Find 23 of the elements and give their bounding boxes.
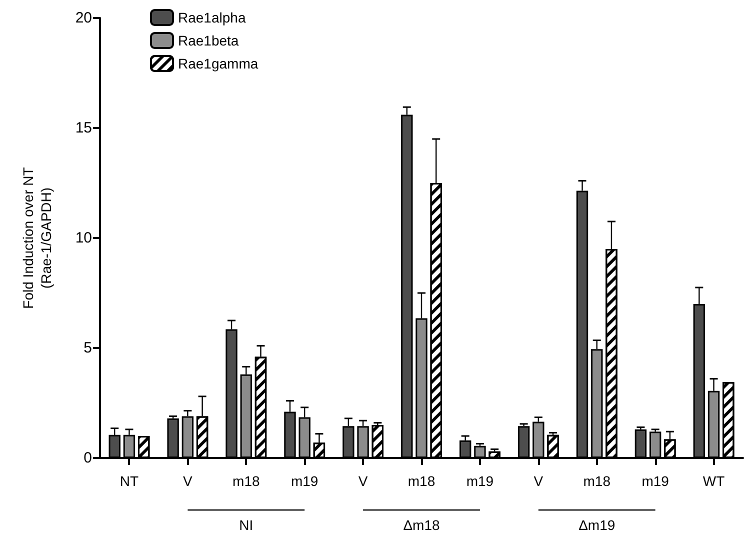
x-tick-label: V (534, 473, 544, 489)
legend-label: Rae1alpha (178, 10, 246, 26)
y-tick-label: 0 (84, 450, 92, 466)
x-tick-label: WT (702, 473, 726, 489)
x-tick-label: m19 (466, 473, 494, 489)
text: NI (239, 517, 254, 533)
y-tick-label: 10 (75, 230, 92, 246)
y-tick-label: 20 (75, 10, 92, 26)
legend-label: Rae1gamma (178, 56, 258, 72)
x-tick-label: NT (120, 473, 139, 489)
x-tick-label: m19 (290, 473, 318, 489)
x-tick-label: m18 (232, 473, 260, 489)
x-tick-label: m18 (408, 473, 436, 489)
y-axis-title: Fold Induction over NT (Rae-1/GAPDH) (20, 166, 54, 309)
x-tick-label: V (358, 473, 368, 489)
x-tick-label: V (183, 473, 194, 489)
y-tick-label: 5 (84, 340, 92, 356)
x-tick-label: m19 (642, 473, 670, 489)
y-tick-label: 15 (75, 120, 92, 136)
legend-label: Rae1beta (178, 32, 239, 48)
text: Δm18 (403, 517, 440, 533)
x-tick-label: m18 (583, 473, 611, 489)
text: Δm19 (578, 517, 616, 533)
